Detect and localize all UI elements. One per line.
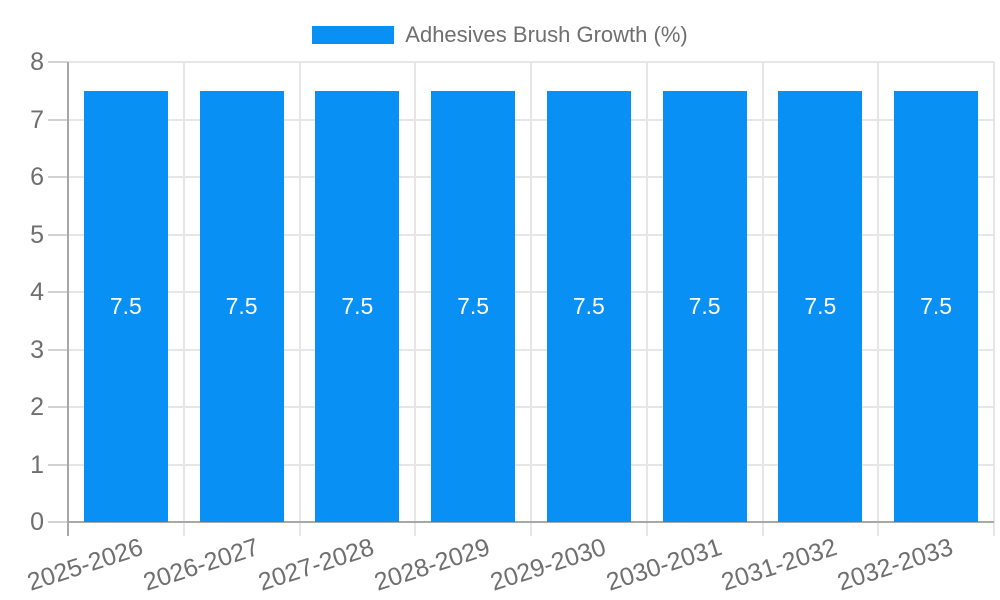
bar-value-label: 7.5 [109, 292, 142, 319]
bar[interactable]: 7.5 [662, 90, 747, 522]
y-axis-tick [48, 406, 68, 408]
x-axis-line [68, 521, 994, 523]
bar[interactable]: 7.5 [83, 90, 168, 522]
plot-area: 0 1 2 3 4 5 6 7 8 7.5 7.5 7.5 7.5 7.5 7.5 7.5 7.5 2025-20… [24, 50, 995, 597]
y-axis-tick [48, 521, 68, 523]
y-tick-label: 0 [30, 508, 44, 536]
vertical-gridline [182, 62, 185, 536]
y-axis-tick [48, 348, 68, 351]
bar[interactable]: 7.5 [315, 90, 400, 522]
bar-value-label: 7.5 [804, 292, 837, 319]
y-axis-tick [48, 463, 68, 466]
bar[interactable]: 7.5 [199, 90, 284, 522]
y-tick-label: 6 [30, 163, 44, 191]
vertical-gridline [877, 62, 880, 536]
bar-value-label: 7.5 [457, 292, 490, 319]
y-tick-label: 4 [30, 278, 44, 306]
y-axis-tick [48, 233, 68, 236]
vertical-gridline [414, 62, 417, 536]
vertical-gridline [761, 62, 764, 536]
bar-value-label: 7.5 [341, 292, 374, 319]
bar-value-label: 7.5 [225, 292, 258, 319]
bar[interactable]: 7.5 [894, 90, 979, 522]
legend-swatch [312, 26, 395, 44]
vertical-gridline [298, 62, 301, 536]
bar[interactable]: 7.5 [431, 90, 516, 522]
vertical-gridline [530, 62, 532, 536]
bar-value-label: 7.5 [572, 292, 605, 319]
y-axis-tick [48, 291, 68, 293]
legend-label: Adhesives Brush Growth (%) [405, 22, 688, 47]
y-tick-label: 2 [30, 393, 44, 421]
vertical-gridline [645, 62, 648, 536]
bar[interactable]: 7.5 [546, 90, 631, 522]
y-tick-label: 1 [30, 450, 44, 479]
y-axis-tick [48, 118, 68, 121]
bar[interactable]: 7.5 [778, 90, 863, 522]
y-tick-label: 8 [30, 48, 44, 76]
y-axis-tick [48, 61, 68, 63]
vertical-gridline [993, 62, 995, 536]
bar-value-label: 7.5 [920, 292, 953, 319]
y-tick-label: 7 [30, 105, 44, 134]
y-tick-label: 3 [30, 335, 44, 364]
y-axis-line [67, 62, 69, 536]
y-axis-tick [48, 176, 68, 178]
y-tick-label: 5 [30, 220, 44, 249]
bar-value-label: 7.5 [688, 292, 721, 319]
legend[interactable]: Adhesives Brush Growth (%) [0, 22, 1000, 48]
